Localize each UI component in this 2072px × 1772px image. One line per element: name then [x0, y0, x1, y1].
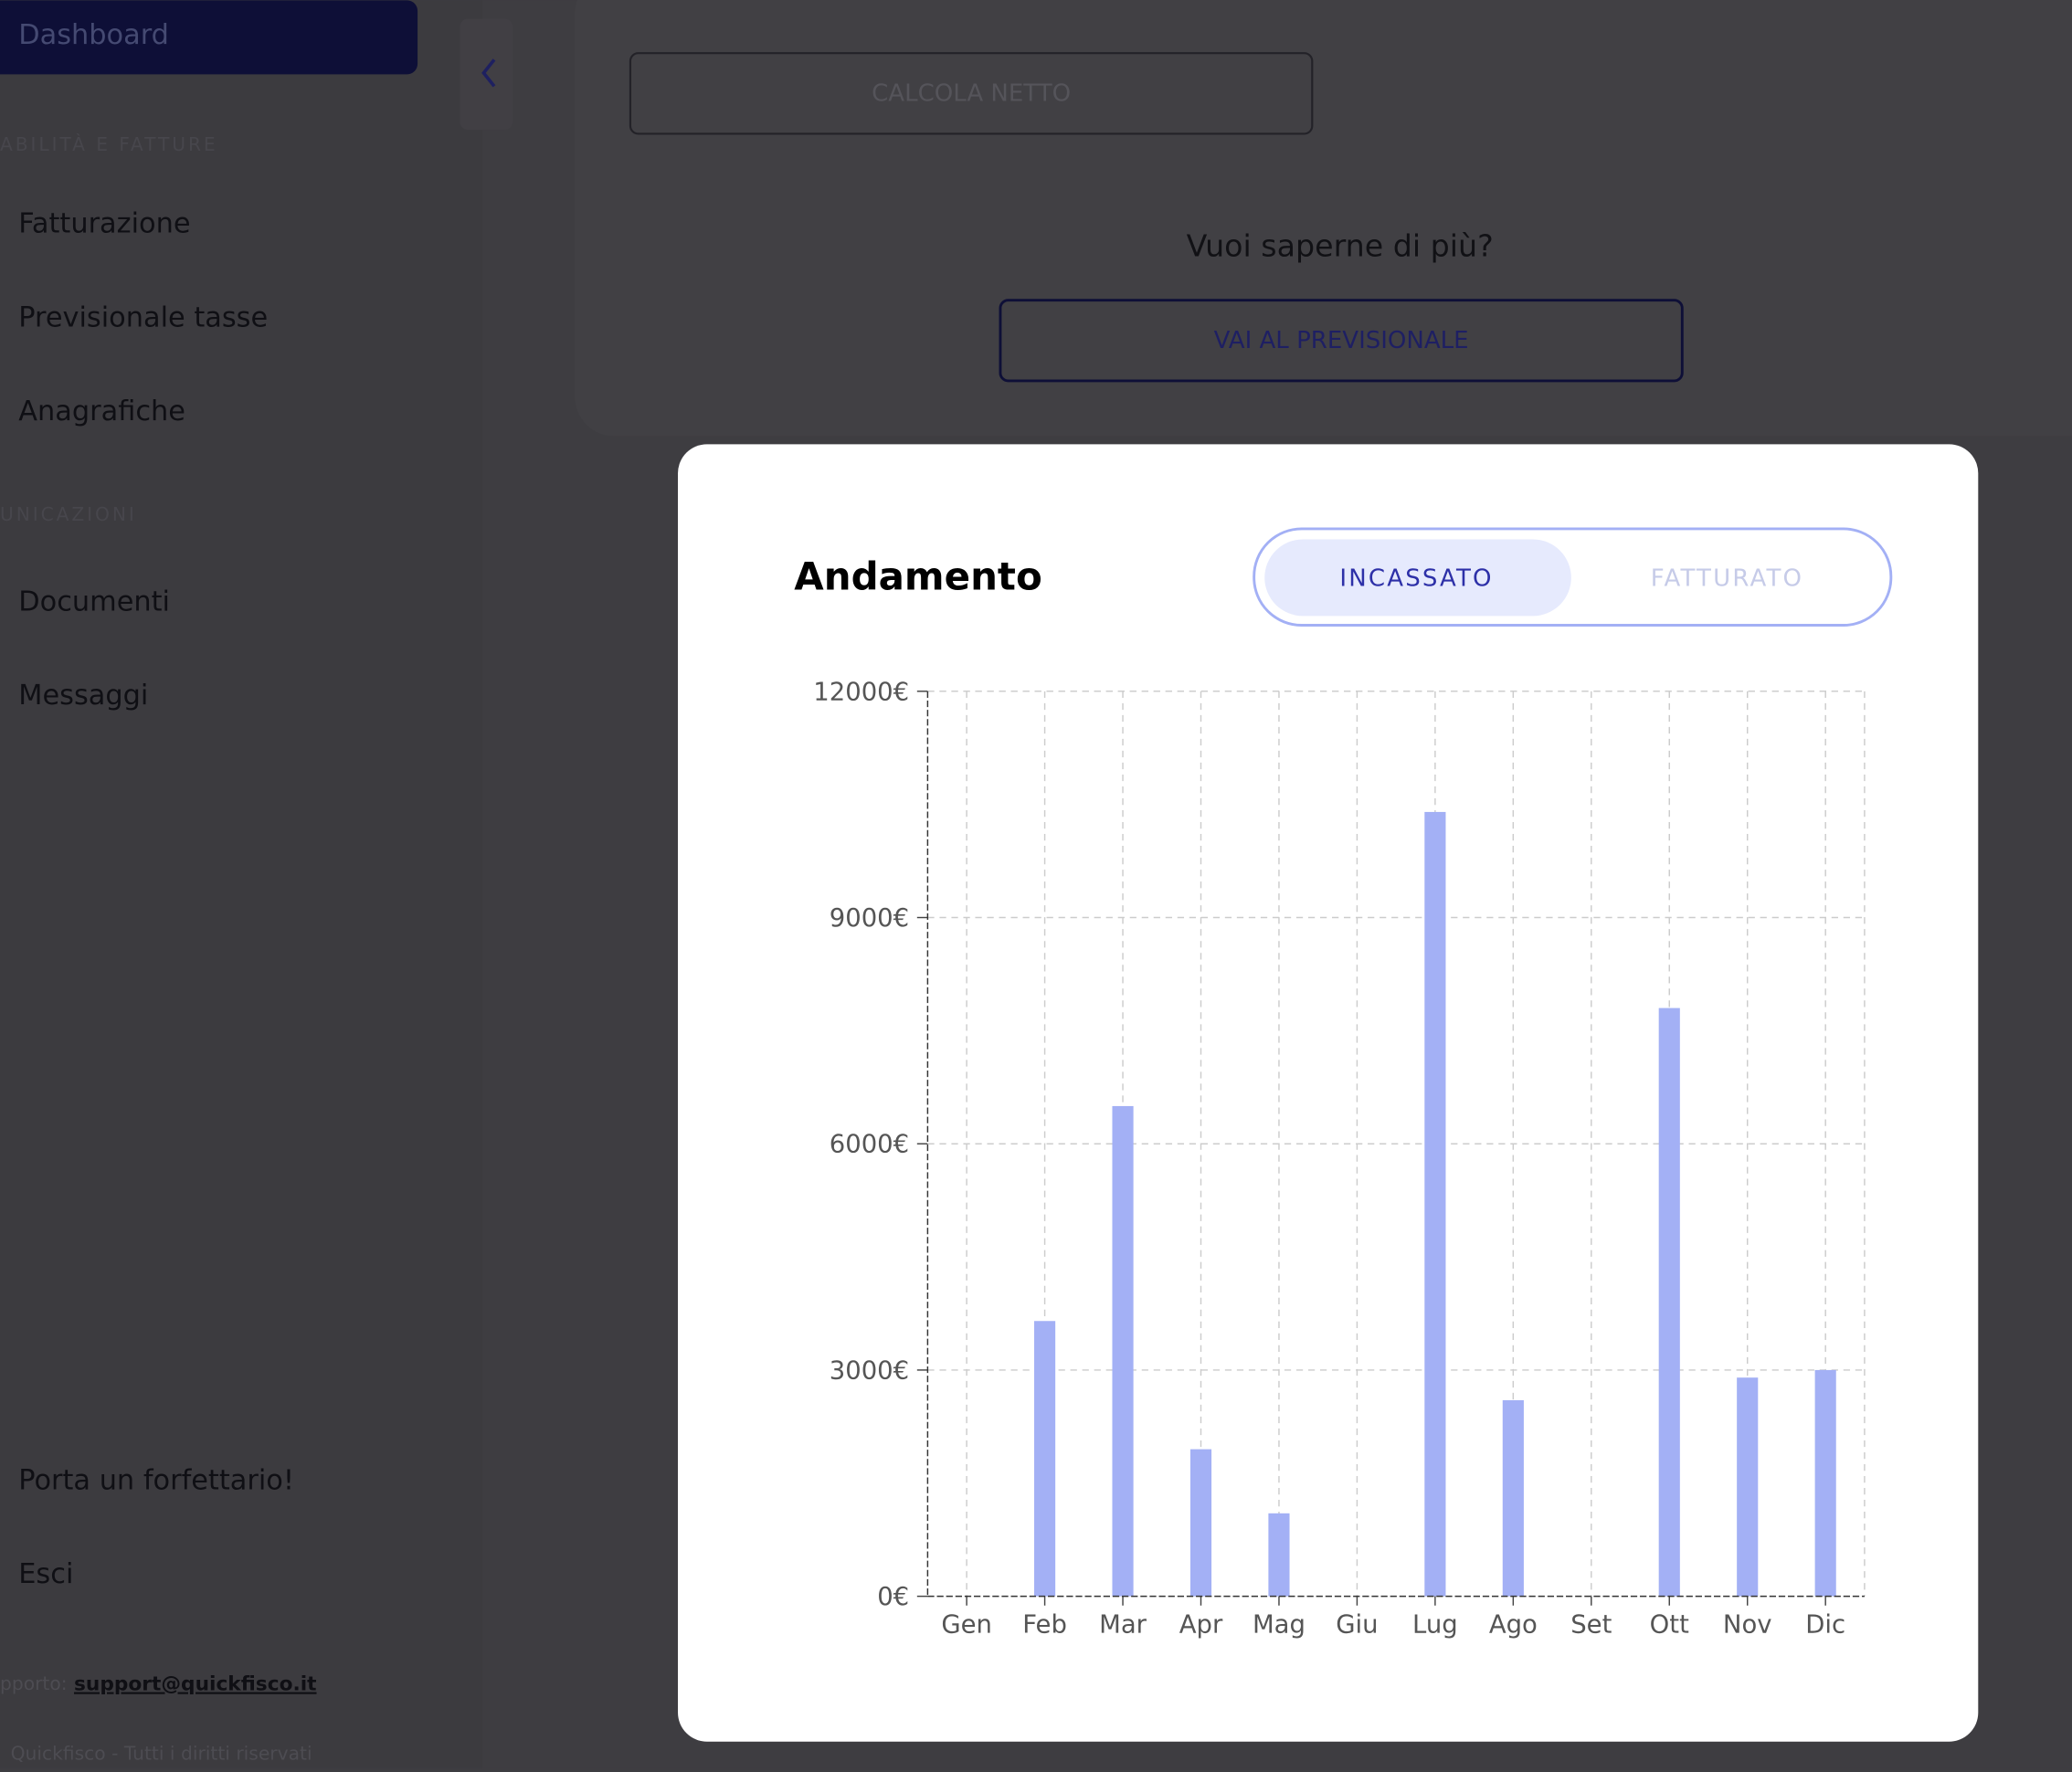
active-label[interactable]: Dashboard [18, 19, 169, 51]
bar [1424, 811, 1446, 1597]
x-tick-label: Ott [1650, 1609, 1689, 1639]
x-tick-label: Giu [1336, 1609, 1378, 1639]
x-tick-label: Feb [1022, 1609, 1067, 1639]
bar [1189, 1449, 1212, 1597]
question: Vuoi saperne di più? [1187, 227, 1494, 263]
x-tick-label: Mar [1099, 1609, 1147, 1639]
x-tick-label: Set [1570, 1609, 1612, 1639]
bar [1737, 1377, 1759, 1597]
sidebar [0, 0, 482, 1768]
nav-item[interactable]: Esci [18, 1558, 73, 1590]
calc-button[interactable] [629, 52, 1314, 135]
nav-item[interactable]: Documenti [18, 585, 170, 617]
bar [1502, 1399, 1524, 1597]
tab-active[interactable] [1264, 539, 1571, 617]
modal [678, 444, 1979, 1742]
main-card [575, 0, 2072, 437]
forecast-button[interactable] [999, 299, 1684, 383]
calc-label[interactable]: CALCOLA NETTO [872, 80, 1071, 108]
active-item[interactable] [0, 0, 418, 75]
bar [1814, 1369, 1836, 1597]
nav-item[interactable]: Previsionale tasse [18, 301, 268, 333]
y-tick-label: 12000€ [813, 677, 909, 706]
tab-label[interactable]: INCASSATO [1339, 564, 1493, 592]
support-email[interactable]: support@quickfisco.it [74, 1673, 317, 1696]
x-tick-label: Gen [941, 1609, 992, 1639]
support-label: pporto: [0, 1672, 68, 1694]
x-tick-label: Lug [1412, 1609, 1458, 1639]
x-tick-label: Ago [1489, 1609, 1538, 1639]
section-title: ABILITÀ E FATTURE [0, 133, 218, 155]
nav-item[interactable]: Messaggi [18, 680, 148, 712]
x-tick-label: Nov [1723, 1609, 1772, 1639]
nav-item[interactable]: Anagrafiche [18, 396, 185, 427]
collapse-icon [481, 58, 496, 88]
bar [1658, 1007, 1680, 1597]
nav-item[interactable]: Fatturazione [18, 208, 190, 240]
y-tick-label: 9000€ [830, 903, 909, 933]
bar [1268, 1513, 1290, 1597]
plot: 0€ 3000€ 6000€ 9000€ 12000€ Gen Feb Mar Apr Mag Gi… [813, 677, 1866, 1639]
x-tick-label: Apr [1179, 1609, 1223, 1639]
y-tick-label: 3000€ [830, 1355, 909, 1385]
bar [1112, 1105, 1134, 1597]
x-tick-label: Mag [1253, 1609, 1306, 1639]
x-tick-label: Dic [1805, 1609, 1845, 1639]
y-tick-label: 6000€ [830, 1130, 909, 1159]
chart-title: Andamento [794, 554, 1042, 598]
nav-item[interactable]: Porta un forfettario! [18, 1464, 294, 1496]
forecast-label[interactable]: VAI AL PREVISIONALE [1214, 327, 1469, 354]
tab-label[interactable]: FATTURATO [1651, 564, 1803, 592]
bar [1034, 1321, 1056, 1597]
footer: Quickfisco - Tutti i diritti riservati [11, 1743, 312, 1765]
section-title: UNICAZIONI [0, 503, 137, 525]
y-tick-label: 0€ [877, 1582, 909, 1611]
